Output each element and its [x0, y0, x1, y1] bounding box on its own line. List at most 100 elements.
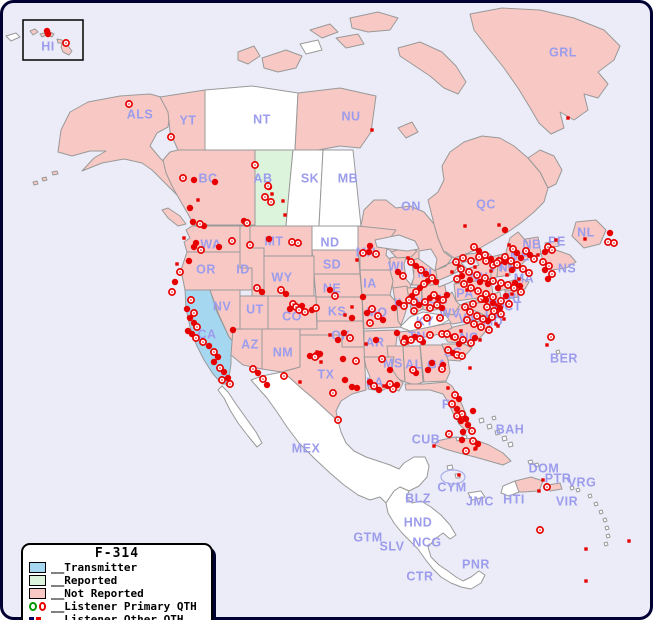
listener-other-qth-marker: [315, 350, 319, 354]
red-ring-icon: [38, 602, 46, 611]
listener-cluster-marker: [171, 278, 179, 286]
region-labels: HIALSYTNTNUGRLBCABSKMBONQCNLNBPENSMEWAMT…: [41, 40, 596, 584]
listener-other-qth-marker: [405, 341, 409, 345]
transmitter-label: __Transmitter: [51, 560, 138, 574]
label-ncg: NCG: [412, 536, 441, 550]
label-bah: BAH: [496, 423, 525, 437]
reported-label: __Reported: [51, 573, 118, 587]
listener-cluster-marker: [464, 421, 472, 429]
label-on: ON: [401, 200, 421, 214]
listener-other-qth-marker: [505, 273, 509, 277]
listener-cluster-marker: [372, 336, 380, 344]
listener-cluster-marker: [229, 326, 237, 334]
listener-other-qth-marker: [270, 192, 274, 196]
listener-cluster-marker: [544, 275, 552, 283]
label-wv: WV: [439, 307, 460, 321]
not-reported-swatch: [29, 588, 46, 599]
listener-cluster-marker: [224, 374, 232, 382]
label-or: OR: [196, 263, 216, 277]
region-mb: [318, 149, 362, 227]
listener-other-qth-marker: [328, 333, 332, 337]
label-hi: HI: [41, 40, 55, 54]
listener-cluster-marker: [258, 288, 266, 296]
listener-cluster-marker: [412, 262, 420, 270]
label-vrg: VRG: [568, 476, 597, 490]
listener-other-qth-marker: [489, 269, 493, 273]
listener-other-qth-marker: [494, 322, 498, 326]
label-hnd: HND: [404, 516, 433, 530]
listener-other-qth-marker: [370, 128, 374, 132]
other-qth-icons: [29, 617, 46, 620]
reported-swatch: [29, 575, 46, 586]
label-ber: BER: [550, 352, 578, 366]
listener-other-qth-marker: [507, 243, 511, 247]
listener-other-qth-marker: [319, 360, 323, 364]
label-ns: NS: [558, 262, 576, 276]
legend-row-primary-qth: __Listener Primary QTH: [29, 600, 205, 613]
label-wy: WY: [271, 271, 292, 285]
label-slv: SLV: [380, 540, 405, 554]
region-nt: [204, 85, 299, 151]
region-mex: [250, 371, 430, 504]
listener-other-qth-marker: [406, 256, 410, 260]
label-yt: YT: [180, 114, 197, 128]
label-blz: BLZ: [405, 492, 431, 506]
listener-other-qth-marker: [537, 489, 541, 493]
listener-other-qth-marker: [478, 338, 482, 342]
listener-cluster-marker: [44, 30, 52, 38]
label-az: AZ: [241, 338, 259, 352]
listener-cluster-marker: [471, 334, 479, 342]
label-nt: NT: [253, 113, 271, 127]
hawaii-inset-box: [22, 19, 84, 61]
listener-cluster-marker: [443, 291, 451, 299]
region-sk: [285, 149, 324, 227]
label-grl: GRL: [549, 46, 577, 60]
label-jmc: JMC: [466, 495, 494, 509]
listener-other-qth-marker: [457, 264, 461, 268]
primary-qth-label: __Listener Primary QTH: [51, 599, 197, 613]
label-nu: NU: [341, 110, 360, 124]
listener-cluster-marker: [422, 270, 430, 278]
listener-cluster-marker: [428, 359, 436, 367]
listener-cluster-marker: [475, 247, 483, 255]
listener-other-qth-marker: [350, 305, 354, 309]
listener-other-qth-marker: [432, 444, 436, 448]
label-al: AL: [405, 358, 423, 372]
listener-cluster-marker: [205, 342, 213, 350]
label-mex: MEX: [292, 442, 321, 456]
label-pnr: PNR: [462, 558, 490, 572]
label-ms: MS: [383, 357, 403, 371]
listener-other-qth-marker: [566, 116, 570, 120]
listener-cluster-marker: [386, 366, 394, 374]
legend-panel: F-314 __Transmitter __Reported __Not Rep…: [21, 543, 213, 620]
listener-cluster-marker: [457, 417, 465, 425]
label-ia: IA: [363, 277, 377, 291]
listener-cluster-marker: [254, 369, 262, 377]
label-gtm: GTM: [353, 531, 382, 545]
listener-cluster-marker: [263, 381, 271, 389]
legend-title: F-314: [94, 546, 140, 561]
region-nu: [294, 87, 377, 151]
listener-cluster-marker: [339, 355, 347, 363]
listener-cluster-marker: [190, 243, 198, 251]
region-jmc: [467, 490, 486, 501]
listener-cluster-marker: [517, 254, 525, 262]
listener-other-qth-marker: [364, 342, 368, 346]
listener-other-qth-marker: [446, 386, 450, 390]
label-nv: NV: [213, 300, 232, 314]
listener-cluster-marker: [186, 204, 194, 212]
label-hti: HTI: [503, 493, 525, 507]
listener-cluster-marker: [334, 336, 342, 344]
listener-other-qth-marker: [196, 198, 200, 202]
listener-cluster-marker: [502, 292, 510, 300]
listener-cluster-marker: [466, 276, 474, 284]
listener-other-qth-marker: [496, 324, 500, 328]
region-ia: [359, 269, 394, 296]
listener-other-qth-marker: [584, 579, 588, 583]
region-hti: [500, 480, 520, 497]
listener-other-qth-marker: [495, 303, 499, 307]
label-sd: SD: [323, 258, 341, 272]
listener-cluster-marker: [359, 293, 367, 301]
green-ring-icon: [29, 602, 37, 611]
label-nm: NM: [273, 346, 293, 360]
